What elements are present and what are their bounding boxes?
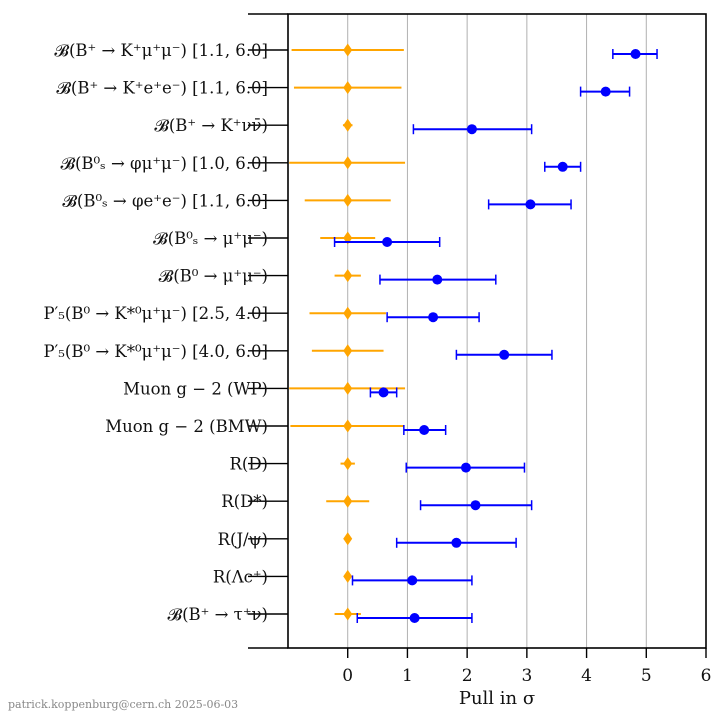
point-s1-10 [343,419,353,433]
point-s0-4 [525,199,536,210]
x-axis-title: Pull in σ [459,688,535,709]
point-s0-13 [451,537,462,548]
category-label-10: Muon g − 2 (BMW) [105,417,268,436]
point-s1-2 [343,118,353,132]
category-label-14: R(Λc⁺) [213,567,268,586]
category-labels: 𝓑(B⁺ → K⁺μ⁺μ⁻) [1.1, 6.0] 𝓑(B⁺ → K⁺e⁺e⁻) … [43,41,268,624]
point-s1-8 [343,344,353,358]
point-s0-10 [419,425,430,435]
point-s0-12 [470,500,481,511]
point-s0-11 [460,462,471,473]
point-s0-9 [378,387,389,398]
point-s1-1 [343,81,353,95]
category-label-8: P′₅(B⁰ → K*⁰μ⁺μ⁻) [4.0, 6.0] [43,342,268,361]
axis-ticks: 0 1 2 3 4 5 6 [248,13,712,686]
point-s0-14 [407,575,418,586]
point-s0-5 [382,237,393,247]
point-s1-13 [343,532,353,546]
point-s1-12 [343,494,353,508]
category-label-9: Muon g − 2 (WP) [123,379,268,398]
category-label-3: 𝓑(B⁰ₛ → φμ⁺μ⁻) [1.0, 6.0] [60,154,268,173]
point-s1-0 [343,43,353,57]
category-label-6: 𝓑(B⁰ → μ⁺μ⁻) [159,267,268,286]
point-s0-0 [630,49,641,59]
point-s1-11 [343,457,353,471]
category-label-7: P′₅(B⁰ → K*⁰μ⁺μ⁻) [2.5, 4.0] [43,304,268,323]
point-s1-4 [343,193,353,207]
footer-credit: patrick.koppenburg@cern.ch 2025-06-03 [8,698,239,711]
category-label-13: R(J/ψ) [218,530,268,549]
point-s1-7 [343,306,353,320]
category-label-1: 𝓑(B⁺ → K⁺e⁺e⁻) [1.1, 6.0] [56,79,268,98]
x-tick-label-0: 0 [342,666,353,686]
category-label-5: 𝓑(B⁰ₛ → μ⁺μ⁻) [153,229,268,248]
plot-frame [287,13,707,649]
point-s0-8 [499,349,510,360]
category-label-0: 𝓑(B⁺ → K⁺μ⁺μ⁻) [1.1, 6.0] [54,41,268,60]
point-s1-6 [343,269,353,283]
category-label-2: 𝓑(B⁺ → K⁺νν̄) [154,116,268,135]
x-tick-label-1: 1 [402,666,413,686]
x-tick-label-5: 5 [641,666,652,686]
point-s0-2 [466,124,477,135]
category-label-4: 𝓑(B⁰ₛ → φe⁺e⁻) [1.1, 6.0] [62,191,268,210]
point-s0-15 [409,613,420,623]
point-s1-15 [343,607,353,621]
point-s1-14 [343,569,353,583]
point-s0-7 [428,312,439,323]
point-s0-3 [557,161,568,172]
x-tick-label-4: 4 [581,666,592,686]
point-s1-9 [343,381,353,395]
category-label-15: 𝓑(B⁺ → τ⁺ν) [168,605,268,624]
x-tick-label-2: 2 [462,666,473,686]
x-tick-label-6: 6 [701,666,712,686]
category-label-11: R(D) [229,455,268,474]
point-s1-3 [343,156,353,170]
data-series [289,43,658,623]
grid-lines [347,14,647,648]
point-s0-1 [600,86,611,97]
x-tick-label-3: 3 [521,666,532,686]
category-label-12: R(D*) [221,492,268,511]
point-s0-6 [432,274,443,285]
